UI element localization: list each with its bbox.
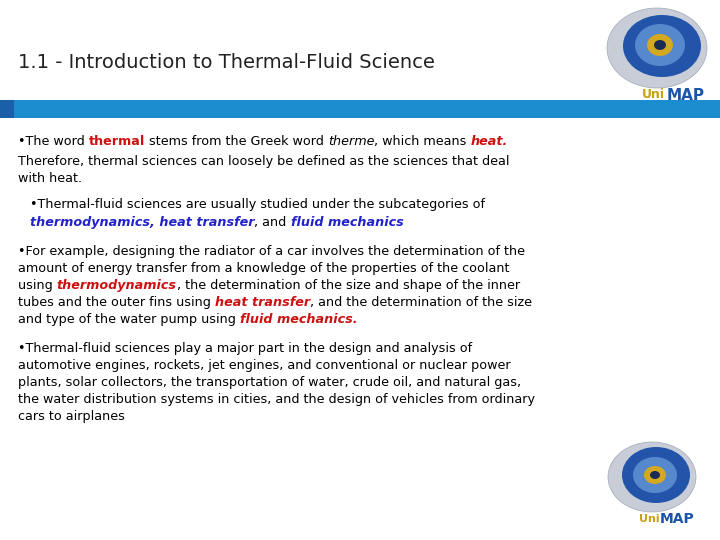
Text: using: using (18, 279, 57, 292)
Text: Therefore, thermal sciences can loosely be defined as the sciences that deal: Therefore, thermal sciences can loosely … (18, 155, 510, 168)
Text: and type of the water pump using: and type of the water pump using (18, 313, 240, 326)
Ellipse shape (608, 442, 696, 512)
Text: Uni: Uni (639, 514, 660, 524)
Ellipse shape (650, 471, 660, 479)
Text: thermodynamics: thermodynamics (57, 279, 176, 292)
Text: heat transfer: heat transfer (215, 296, 310, 309)
Text: thermal: thermal (89, 135, 145, 148)
Text: fluid mechanics.: fluid mechanics. (240, 313, 358, 326)
Ellipse shape (623, 15, 701, 77)
Text: , the determination of the size and shape of the inner: , the determination of the size and shap… (176, 279, 520, 292)
Text: , which means: , which means (374, 135, 471, 148)
Ellipse shape (644, 466, 666, 484)
Text: tubes and the outer fins using: tubes and the outer fins using (18, 296, 215, 309)
Text: cars to airplanes: cars to airplanes (18, 410, 125, 423)
Text: •Thermal-fluid sciences are usually studied under the subcategories of: •Thermal-fluid sciences are usually stud… (30, 198, 485, 211)
Text: therme: therme (328, 135, 374, 148)
Text: , and the determination of the size: , and the determination of the size (310, 296, 532, 309)
Text: 1.1 - Introduction to Thermal-Fluid Science: 1.1 - Introduction to Thermal-Fluid Scie… (18, 52, 435, 71)
Ellipse shape (647, 34, 673, 56)
Text: stems from the Greek word: stems from the Greek word (145, 135, 328, 148)
Bar (14, 100, 720, 118)
Ellipse shape (654, 40, 666, 50)
Text: plants, solar collectors, the transportation of water, crude oil, and natural ga: plants, solar collectors, the transporta… (18, 376, 521, 389)
Ellipse shape (635, 24, 685, 66)
Text: •Thermal-fluid sciences play a major part in the design and analysis of: •Thermal-fluid sciences play a major par… (18, 342, 472, 355)
Text: automotive engines, rockets, jet engines, and conventional or nuclear power: automotive engines, rockets, jet engines… (18, 359, 510, 372)
Bar (0, 100, 14, 118)
Ellipse shape (622, 447, 690, 503)
Ellipse shape (633, 457, 677, 493)
Text: , and: , and (254, 216, 291, 229)
Text: •The word: •The word (18, 135, 89, 148)
Text: with heat.: with heat. (18, 172, 82, 185)
Text: Uni: Uni (642, 89, 665, 102)
Text: the water distribution systems in cities, and the design of vehicles from ordina: the water distribution systems in cities… (18, 393, 535, 406)
Text: heat.: heat. (471, 135, 508, 148)
Ellipse shape (607, 8, 707, 88)
Text: amount of energy transfer from a knowledge of the properties of the coolant: amount of energy transfer from a knowled… (18, 262, 510, 275)
Text: •For example, designing the radiator of a car involves the determination of the: •For example, designing the radiator of … (18, 245, 525, 258)
Text: thermodynamics, heat transfer: thermodynamics, heat transfer (30, 216, 254, 229)
Text: fluid mechanics: fluid mechanics (291, 216, 403, 229)
Text: MAP: MAP (667, 87, 705, 103)
Text: MAP: MAP (660, 512, 695, 526)
